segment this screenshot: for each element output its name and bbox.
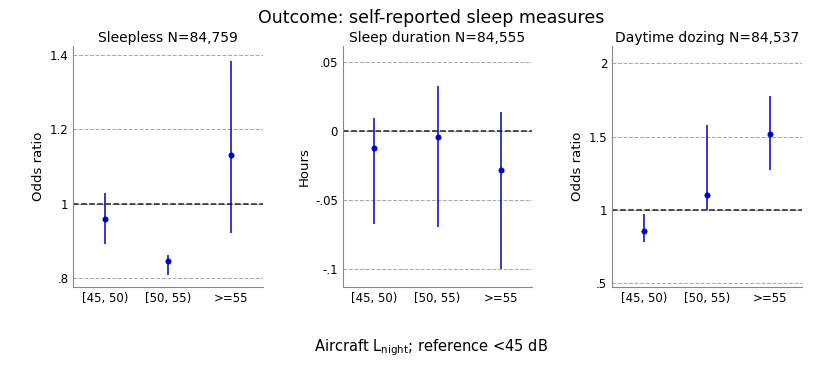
Text: Aircraft L$_{\mathregular{night}}$; reference <45 dB: Aircraft L$_{\mathregular{night}}$; refe… bbox=[314, 337, 549, 358]
Y-axis label: Odds ratio: Odds ratio bbox=[33, 132, 46, 201]
Title: Daytime dozing N=84,537: Daytime dozing N=84,537 bbox=[615, 31, 799, 45]
Text: Outcome: self-reported sleep measures: Outcome: self-reported sleep measures bbox=[258, 9, 605, 27]
Y-axis label: Odds ratio: Odds ratio bbox=[571, 132, 584, 201]
Title: Sleepless N=84,759: Sleepless N=84,759 bbox=[98, 31, 238, 45]
Title: Sleep duration N=84,555: Sleep duration N=84,555 bbox=[349, 31, 526, 45]
Y-axis label: Hours: Hours bbox=[298, 147, 311, 186]
